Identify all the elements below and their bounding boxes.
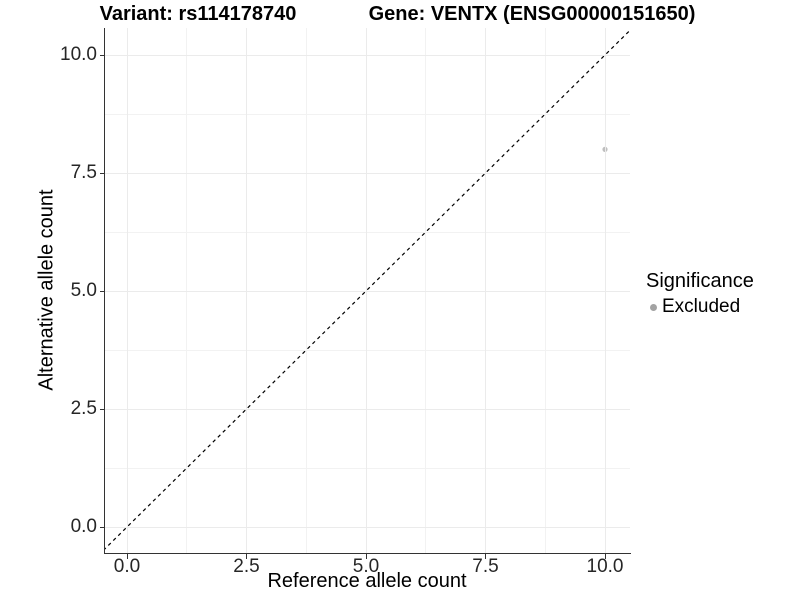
- x-tick-mark: [365, 554, 367, 559]
- gridline-y-major: [105, 54, 630, 56]
- plot-title-variant: Variant: rs114178740: [99, 3, 297, 25]
- gridline-y-major: [105, 290, 630, 292]
- y-tick-label: 7.5: [70, 162, 97, 183]
- y-tick-mark: [100, 526, 105, 528]
- y-tick-mark: [100, 172, 105, 174]
- gridline-y-minor: [105, 349, 630, 351]
- y-tick-mark: [100, 290, 105, 292]
- x-axis-title: Reference allele count: [267, 570, 467, 592]
- plot-panel: [105, 28, 630, 553]
- x-tick-label: 7.5: [472, 556, 499, 577]
- x-tick-mark: [246, 554, 247, 559]
- y-tick-label: 2.5: [70, 398, 97, 419]
- x-tick-mark: [485, 554, 486, 559]
- y-tick-label: 5.0: [70, 280, 97, 301]
- gridline-y-minor: [105, 231, 630, 233]
- y-tick-label: 10.0: [60, 44, 97, 65]
- y-tick-mark: [100, 54, 105, 56]
- legend-title: Significance: [646, 270, 754, 292]
- x-axis-line: [104, 553, 631, 554]
- x-tick-mark: [604, 554, 606, 559]
- x-tick-label: 5.0: [352, 556, 380, 577]
- x-tick-label: 10.0: [586, 556, 624, 577]
- gridline-y-major: [105, 408, 630, 410]
- y-tick-mark: [100, 408, 105, 410]
- legend-entry-excluded: Excluded: [646, 296, 754, 318]
- x-tick-mark: [126, 554, 128, 559]
- x-tick-label: 0.0: [113, 556, 141, 577]
- x-tick-label: 2.5: [233, 556, 260, 577]
- gridline-y-minor: [105, 113, 630, 115]
- y-tick-label: 0.0: [70, 516, 97, 537]
- legend-key-dot-icon: [650, 303, 657, 311]
- gridline-y-major: [105, 526, 630, 528]
- y-axis-title: Alternative allele count: [35, 189, 58, 391]
- gridline-y-minor: [105, 467, 630, 469]
- legend: Significance Excluded: [646, 270, 754, 318]
- plot-title-gene: Gene: VENTX (ENSG00000151650): [368, 3, 696, 25]
- gridline-y-major: [105, 172, 630, 174]
- legend-entry-label: Excluded: [662, 296, 741, 317]
